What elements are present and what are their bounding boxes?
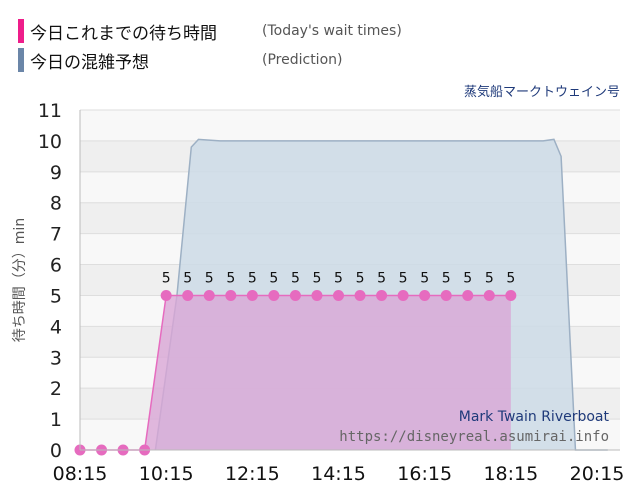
data-label: 5 [183,270,192,286]
legend-prediction-title: 今日の混雑予想 [30,52,149,73]
y-tick-label: 10 [38,131,62,153]
legend-prediction: 今日の混雑予想 (Prediction) [18,48,343,73]
data-label: 5 [442,270,451,286]
watermark-url: https://disneyreal.asumirai.info [339,429,609,445]
y-tick-label: 4 [50,316,62,338]
data-label: 5 [291,270,300,286]
legend-actual-subtitle: (Today's wait times) [262,23,402,39]
y-tick-label: 5 [50,285,62,307]
data-point [397,289,409,301]
legend-actual-title: 今日これまでの待ち時間 [30,23,217,44]
data-point [268,289,280,301]
data-label: 5 [226,270,235,286]
watermark-name: Mark Twain Riverboat [459,409,610,425]
y-tick-label: 9 [50,162,62,184]
data-label: 5 [399,270,408,286]
actual-area [80,295,511,450]
attraction-name: 蒸気船マークトウェイン号 [463,85,620,100]
data-label: 5 [420,270,429,286]
data-label: 5 [334,270,343,286]
y-tick-label: 1 [50,409,62,431]
data-label: 5 [312,270,321,286]
grid-band [80,110,620,141]
y-tick-label: 8 [50,193,62,215]
data-label: 5 [269,270,278,286]
data-label: 5 [485,270,494,286]
data-label: 5 [377,270,386,286]
data-point [160,289,172,301]
axes: 0 1 2 3 4 5 6 7 8 9 10 11 08:15 10:15 12:15 14:15 16:15 1… [38,100,625,485]
y-tick-label: 3 [50,347,62,369]
legend-prediction-swatch [18,48,24,72]
y-tick-label: 11 [38,100,62,122]
data-point [462,289,474,301]
data-point [182,289,194,301]
x-tick-label: 12:15 [225,463,280,485]
legend-actual: 今日これまでの待ち時間 (Today's wait times) [18,19,402,44]
data-point [483,289,495,301]
legend-prediction-subtitle: (Prediction) [262,52,343,68]
data-point [376,289,388,301]
y-tick-label: 7 [50,224,62,246]
data-label: 5 [162,270,171,286]
legend-actual-swatch [18,19,24,43]
data-point [440,289,452,301]
data-point [311,289,323,301]
data-label: 5 [205,270,214,286]
x-tick-label: 20:15 [570,463,625,485]
x-tick-label: 18:15 [483,463,538,485]
data-point [505,289,517,301]
data-label: 5 [248,270,257,286]
data-point [203,289,215,301]
data-point [419,289,431,301]
y-tick-label: 2 [50,378,62,400]
x-tick-label: 10:15 [139,463,194,485]
x-tick-label: 16:15 [397,463,452,485]
y-tick-label: 6 [50,255,62,277]
data-label: 5 [463,270,472,286]
x-tick-label: 14:15 [311,463,366,485]
x-tick-label: 08:15 [53,463,108,485]
data-label: 5 [506,270,515,286]
data-point [354,289,366,301]
data-point [289,289,301,301]
y-axis-label: 待ち時間（分）min [12,218,28,342]
y-tick-label: 0 [50,440,62,462]
data-point [333,289,344,301]
data-point [246,289,258,301]
prediction-line [154,138,608,451]
data-label: 5 [356,270,365,286]
data-point [225,289,237,301]
